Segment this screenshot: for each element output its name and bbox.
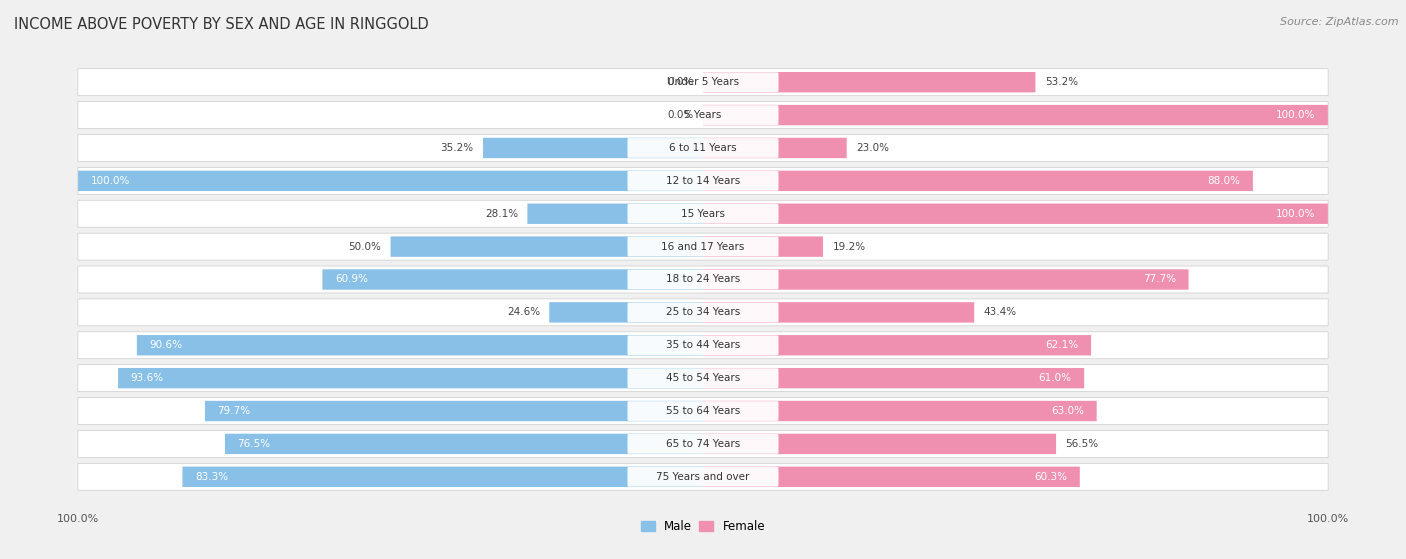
Text: 60.3%: 60.3% [1035,472,1067,482]
FancyBboxPatch shape [77,102,1329,129]
Text: 76.5%: 76.5% [238,439,270,449]
Text: 75 Years and over: 75 Years and over [657,472,749,482]
Text: 0.0%: 0.0% [668,77,693,87]
Text: 62.1%: 62.1% [1046,340,1078,350]
Text: 79.7%: 79.7% [218,406,250,416]
FancyBboxPatch shape [703,105,1327,125]
Text: 6 to 11 Years: 6 to 11 Years [669,143,737,153]
FancyBboxPatch shape [205,401,703,421]
FancyBboxPatch shape [627,467,779,487]
FancyBboxPatch shape [77,69,1329,96]
Text: 83.3%: 83.3% [195,472,228,482]
FancyBboxPatch shape [627,434,779,454]
Text: Source: ZipAtlas.com: Source: ZipAtlas.com [1281,17,1399,27]
FancyBboxPatch shape [703,269,1188,290]
FancyBboxPatch shape [77,167,1329,195]
Text: 100.0%: 100.0% [90,176,129,186]
FancyBboxPatch shape [183,467,703,487]
Text: 28.1%: 28.1% [485,209,517,219]
FancyBboxPatch shape [627,204,779,224]
FancyBboxPatch shape [703,467,1080,487]
Text: 16 and 17 Years: 16 and 17 Years [661,241,745,252]
FancyBboxPatch shape [627,237,779,257]
Text: 100.0%: 100.0% [1277,209,1316,219]
Text: INCOME ABOVE POVERTY BY SEX AND AGE IN RINGGOLD: INCOME ABOVE POVERTY BY SEX AND AGE IN R… [14,17,429,32]
FancyBboxPatch shape [118,368,703,389]
Text: 88.0%: 88.0% [1208,176,1240,186]
FancyBboxPatch shape [703,401,1097,421]
FancyBboxPatch shape [484,138,703,158]
Text: 18 to 24 Years: 18 to 24 Years [666,274,740,285]
FancyBboxPatch shape [703,236,823,257]
Text: 35 to 44 Years: 35 to 44 Years [666,340,740,350]
FancyBboxPatch shape [703,434,1056,454]
FancyBboxPatch shape [627,105,779,125]
FancyBboxPatch shape [77,200,1329,227]
FancyBboxPatch shape [703,368,1084,389]
Text: 53.2%: 53.2% [1045,77,1078,87]
FancyBboxPatch shape [627,72,779,92]
FancyBboxPatch shape [77,332,1329,359]
FancyBboxPatch shape [527,203,703,224]
FancyBboxPatch shape [77,463,1329,490]
FancyBboxPatch shape [391,236,703,257]
Text: 60.9%: 60.9% [335,274,368,285]
FancyBboxPatch shape [627,138,779,158]
Legend: Male, Female: Male, Female [636,515,770,537]
Text: 100.0%: 100.0% [1277,110,1316,120]
FancyBboxPatch shape [703,335,1091,356]
Text: 63.0%: 63.0% [1052,406,1084,416]
FancyBboxPatch shape [703,72,1035,92]
FancyBboxPatch shape [77,233,1329,260]
Text: 50.0%: 50.0% [349,241,381,252]
Text: 90.6%: 90.6% [149,340,183,350]
Text: 5 Years: 5 Years [685,110,721,120]
Text: 65 to 74 Years: 65 to 74 Years [666,439,740,449]
Text: 12 to 14 Years: 12 to 14 Years [666,176,740,186]
FancyBboxPatch shape [703,170,1253,191]
Text: 25 to 34 Years: 25 to 34 Years [666,307,740,318]
FancyBboxPatch shape [627,269,779,290]
Text: 56.5%: 56.5% [1066,439,1098,449]
Text: Under 5 Years: Under 5 Years [666,77,740,87]
Text: 23.0%: 23.0% [856,143,889,153]
Text: 35.2%: 35.2% [440,143,474,153]
Text: 24.6%: 24.6% [506,307,540,318]
FancyBboxPatch shape [136,335,703,356]
FancyBboxPatch shape [703,138,846,158]
FancyBboxPatch shape [627,401,779,421]
FancyBboxPatch shape [550,302,703,323]
FancyBboxPatch shape [627,335,779,355]
FancyBboxPatch shape [225,434,703,454]
FancyBboxPatch shape [77,397,1329,424]
FancyBboxPatch shape [77,430,1329,457]
Text: 77.7%: 77.7% [1143,274,1175,285]
Text: 45 to 54 Years: 45 to 54 Years [666,373,740,383]
FancyBboxPatch shape [77,266,1329,293]
FancyBboxPatch shape [627,368,779,388]
Text: 55 to 64 Years: 55 to 64 Years [666,406,740,416]
FancyBboxPatch shape [79,170,703,191]
FancyBboxPatch shape [77,299,1329,326]
FancyBboxPatch shape [703,203,1327,224]
Text: 0.0%: 0.0% [668,110,693,120]
FancyBboxPatch shape [627,171,779,191]
FancyBboxPatch shape [77,364,1329,392]
Text: 93.6%: 93.6% [131,373,163,383]
FancyBboxPatch shape [627,302,779,322]
FancyBboxPatch shape [703,302,974,323]
Text: 19.2%: 19.2% [832,241,866,252]
Text: 43.4%: 43.4% [984,307,1017,318]
FancyBboxPatch shape [77,135,1329,162]
FancyBboxPatch shape [322,269,703,290]
Text: 61.0%: 61.0% [1039,373,1071,383]
Text: 15 Years: 15 Years [681,209,725,219]
